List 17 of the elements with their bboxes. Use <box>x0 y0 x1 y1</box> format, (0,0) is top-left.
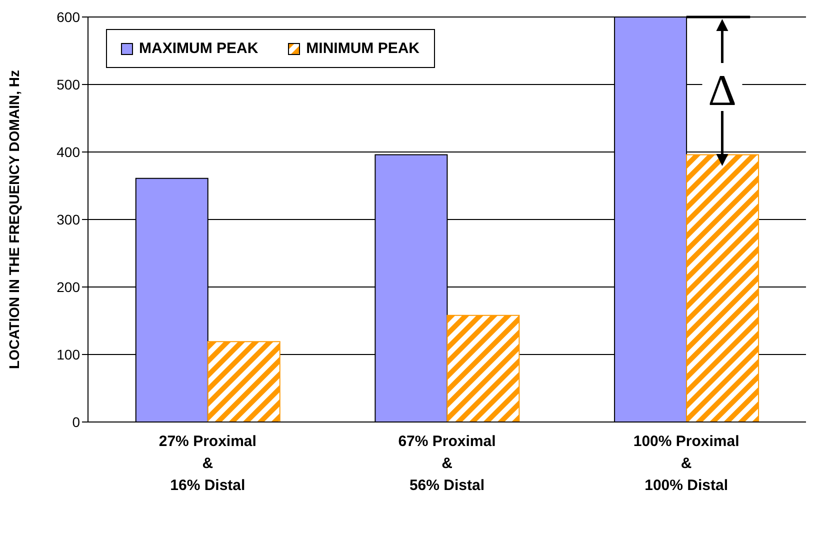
y-tick-label: 300 <box>56 211 80 228</box>
y-tick-label: 200 <box>56 278 80 295</box>
bar <box>686 154 760 422</box>
x-tick-label: 67% Proximal & 56% Distal <box>398 433 496 494</box>
bar <box>446 314 520 422</box>
bar <box>207 341 280 422</box>
y-tick-label: 100 <box>56 346 80 362</box>
legend-label: MAXIMUM PEAK <box>139 40 258 57</box>
annotation: Δ <box>708 66 736 115</box>
x-tick-label: 27% Proximal & 16% Distal <box>158 433 256 494</box>
legend-label: MINIMUM PEAK <box>306 40 420 57</box>
y-tick-label: 600 <box>56 8 80 25</box>
y-tick-label: 400 <box>56 144 80 160</box>
x-tick-label: 100% Proximal & 100% Distal <box>633 433 740 494</box>
y-axis-title: LOCATION IN THE FREQUENCY DOMAIN, Hz <box>6 70 22 369</box>
y-tick-label: 500 <box>56 76 80 92</box>
y-tick-label: 0 <box>72 414 80 430</box>
